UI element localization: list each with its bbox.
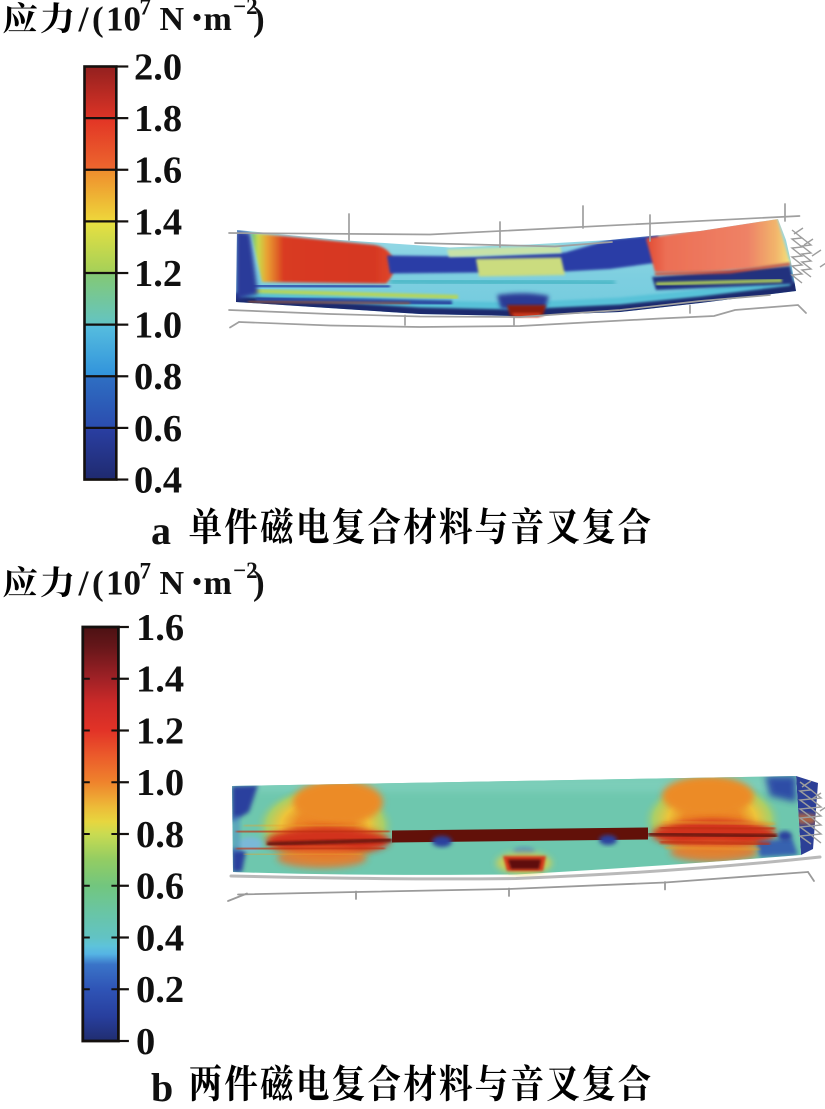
svg-text:): ) (253, 0, 265, 38)
svg-text:−2: −2 (233, 0, 258, 19)
svg-text:7: 7 (140, 559, 152, 584)
svg-text:0.2: 0.2 (136, 969, 184, 1011)
svg-text:1.0: 1.0 (136, 762, 184, 804)
svg-text:m: m (204, 1, 232, 38)
svg-text:0.6: 0.6 (136, 866, 184, 908)
svg-text:10: 10 (106, 563, 141, 602)
svg-text:1.4: 1.4 (136, 659, 184, 701)
svg-text:/: / (78, 0, 90, 39)
svg-text:m: m (204, 565, 232, 602)
svg-text:−2: −2 (233, 558, 258, 583)
svg-text:1.4: 1.4 (134, 201, 182, 243)
svg-text:0.4: 0.4 (134, 459, 182, 501)
svg-text:(: ( (92, 0, 104, 38)
svg-text:1.8: 1.8 (134, 98, 182, 140)
svg-text:(: ( (92, 563, 104, 602)
svg-text:7: 7 (140, 0, 152, 20)
svg-text:/: / (78, 563, 90, 603)
svg-text:a: a (151, 508, 171, 553)
svg-text:1.2: 1.2 (134, 253, 182, 295)
svg-text:0.4: 0.4 (136, 917, 184, 959)
svg-text:1.2: 1.2 (136, 710, 184, 752)
svg-text:0: 0 (136, 1021, 155, 1063)
svg-text:b: b (151, 1065, 173, 1109)
svg-text:0.6: 0.6 (134, 408, 182, 450)
svg-text:1.6: 1.6 (134, 150, 182, 192)
svg-text:0.8: 0.8 (136, 814, 184, 856)
svg-text:10: 10 (106, 0, 141, 38)
svg-text:1.0: 1.0 (134, 305, 182, 347)
svg-text:1.6: 1.6 (136, 607, 184, 649)
svg-text:2.0: 2.0 (134, 46, 182, 88)
svg-text:): ) (253, 563, 265, 602)
svg-text:0.8: 0.8 (134, 356, 182, 398)
svg-text:N: N (160, 1, 185, 38)
svg-text:N: N (160, 565, 185, 602)
